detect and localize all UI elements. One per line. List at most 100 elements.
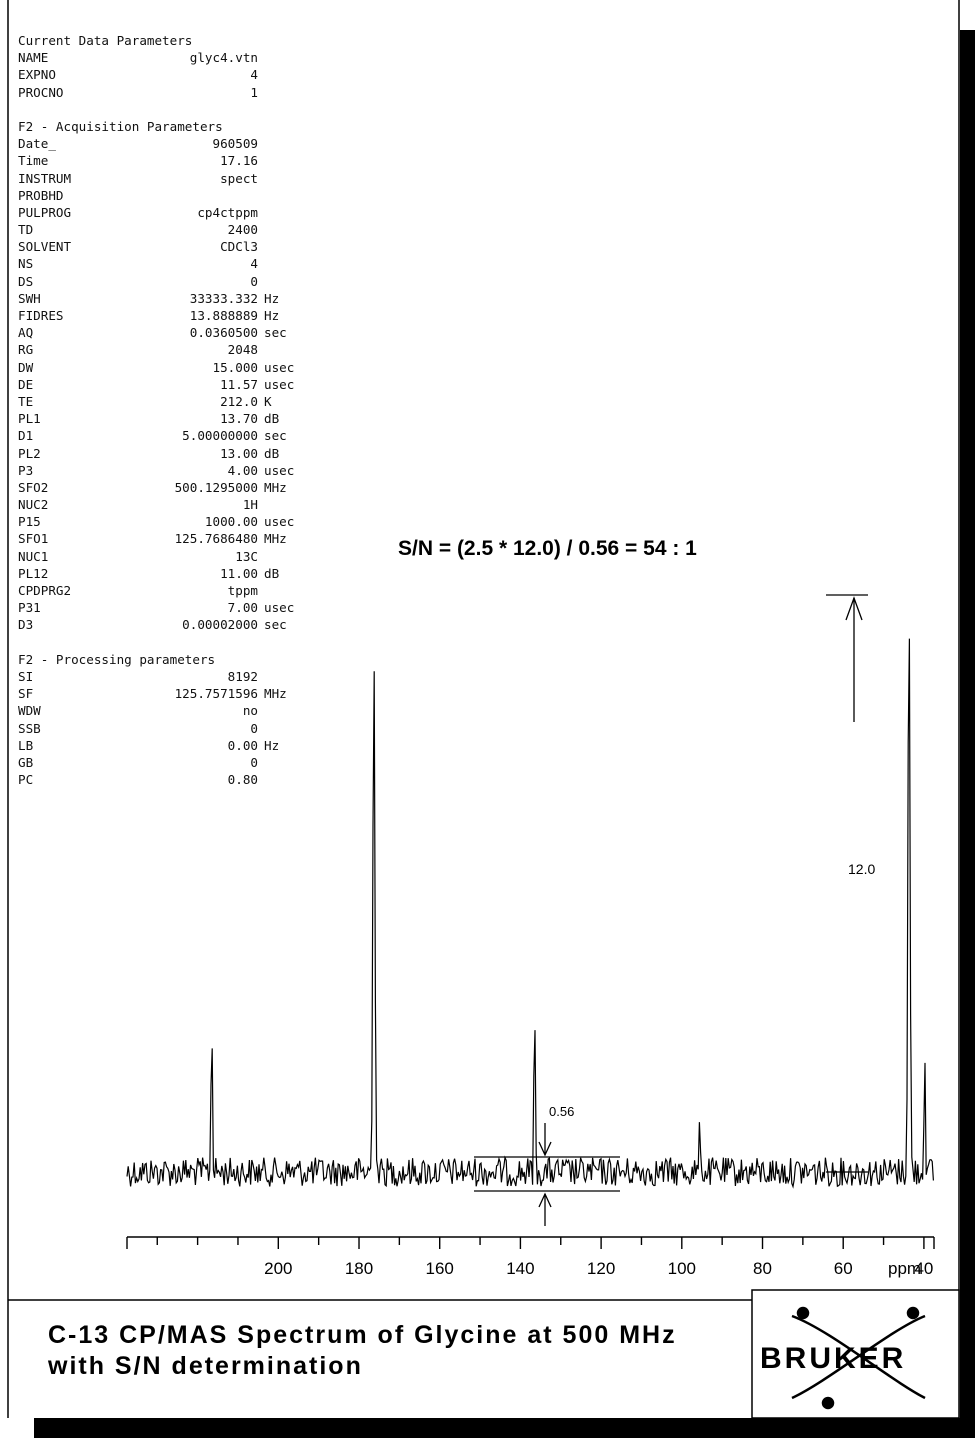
noise-up-arrow-head [538, 1192, 552, 1208]
param-value: 4.00 [227, 462, 258, 478]
param-row: DE 11.57 usec [18, 376, 294, 393]
param-value: 13.70 [220, 411, 258, 427]
param-value: spect [220, 170, 258, 186]
param-key: D1 [18, 428, 34, 444]
noise-down-arrow-head [538, 1141, 552, 1157]
x-tick-label: 180 [345, 1259, 373, 1278]
logo-electron-1 [796, 1306, 810, 1320]
page-shadow-right [960, 30, 975, 1438]
param-value: 11.00 [220, 565, 258, 581]
param-row: DS 0 [18, 273, 258, 290]
param-row: NUC1 13C [18, 548, 258, 565]
spectrum-trace [126, 638, 934, 1189]
param-row: EXPNO 4 [18, 66, 258, 83]
logo-electron-3 [821, 1396, 835, 1410]
param-row: NUC2 1H [18, 496, 258, 513]
param-value: 0 [250, 754, 258, 770]
param-value: 15.000 [212, 359, 259, 375]
param-row: PROBHD [18, 187, 258, 204]
param-key: FIDRES [18, 308, 64, 323]
param-value: 1H [242, 497, 258, 513]
param-block-header: Current Data Parameters [18, 33, 193, 48]
param-key: CPDPRG2 [18, 583, 72, 598]
param-unit: Hz [264, 308, 280, 323]
param-row: PL12 11.00 dB [18, 565, 279, 582]
param-row: INSTRUM spect [18, 170, 258, 187]
param-value: 960509 [212, 136, 259, 152]
param-block-header: F2 - Processing parameters [18, 651, 216, 667]
param-key: SFO2 [18, 479, 49, 495]
param-unit: Hz [264, 737, 280, 753]
param-row: SFO1 125.7686480 MHz [18, 530, 287, 547]
param-unit: MHz [264, 531, 287, 547]
param-row: DW 15.000 usec [18, 359, 294, 376]
param-row: TD 2400 [18, 221, 258, 238]
param-key: Date_ [18, 136, 56, 152]
x-tick-label: 80 [753, 1259, 772, 1278]
x-tick-label: 60 [834, 1259, 853, 1278]
param-value: glyc4.vtn [189, 50, 258, 66]
param-block-header: F2 - Acquisition Parameters [18, 118, 223, 134]
param-row: PROCNO 1 [18, 84, 258, 101]
param-value: 125.7571596 [174, 686, 258, 702]
param-key: PL2 [18, 445, 41, 461]
param-value: 500.1295000 [174, 479, 258, 495]
param-unit: dB [264, 411, 280, 427]
param-unit: usec [264, 600, 295, 616]
param-row: P15 1000.00 usec [18, 513, 294, 530]
param-value: cp4ctppm [197, 204, 258, 220]
param-row: RG 2048 [18, 341, 258, 358]
param-row: AQ 0.0360500 sec [18, 324, 287, 341]
param-unit: sec [264, 428, 287, 444]
parameter-list: Current Data Parameters NAME glyc4.vtn EXPN… [18, 32, 294, 788]
param-key: PROBHD [18, 187, 64, 203]
param-row: P31 7.00 usec [18, 599, 294, 616]
param-value: 13.888889 [189, 308, 258, 323]
param-value: 0.00002000 [182, 617, 258, 633]
param-unit: dB [264, 445, 280, 461]
param-unit: K [264, 393, 272, 409]
param-value: CDCl3 [220, 239, 258, 255]
x-tick-label: 100 [668, 1259, 696, 1278]
param-key: PC [18, 772, 34, 788]
param-key: NUC2 [18, 497, 49, 513]
param-unit: usec [264, 462, 295, 478]
param-row: CPDPRG2 tppm [18, 582, 258, 599]
param-key: SSB [18, 720, 41, 736]
param-key: NAME [18, 50, 49, 66]
param-key: PROCNO [18, 84, 64, 100]
param-row: Time 17.16 [18, 152, 258, 169]
param-value: 5.00000000 [182, 428, 258, 444]
logo-orbit-2 [791, 1314, 926, 1400]
param-key: TD [18, 222, 34, 238]
param-key: RG [18, 342, 34, 358]
param-value: 1000.00 [204, 514, 258, 530]
caption-line-1: C-13 CP/MAS Spectrum of Glycine at 500 M… [48, 1321, 677, 1349]
signal-label: 12.0 [848, 861, 875, 877]
page-shadow-bottom [34, 1418, 975, 1438]
param-key: Time [18, 153, 49, 169]
param-value: 2048 [227, 342, 258, 358]
param-key: PULPROG [18, 204, 72, 220]
param-value: 13C [235, 548, 258, 564]
param-key: DS [18, 273, 34, 289]
param-row: SF 125.7571596 MHz [18, 685, 287, 702]
param-unit: usec [264, 359, 295, 375]
param-key: SOLVENT [18, 239, 72, 255]
param-unit: MHz [264, 479, 287, 495]
param-key: LB [18, 737, 34, 753]
param-value: 2400 [227, 222, 258, 238]
param-key: SF [18, 686, 34, 702]
x-tick-label: 200 [264, 1259, 292, 1278]
param-key: AQ [18, 325, 34, 341]
param-key: DW [18, 359, 34, 375]
param-key: P15 [18, 514, 41, 530]
bruker-logo-text: BRUKER [760, 1342, 907, 1375]
param-key: P3 [18, 462, 34, 478]
param-value: 0 [250, 273, 258, 289]
param-value: 0.00 [227, 737, 258, 753]
param-key: NUC1 [18, 548, 49, 564]
param-row: SOLVENT CDCl3 [18, 238, 258, 255]
